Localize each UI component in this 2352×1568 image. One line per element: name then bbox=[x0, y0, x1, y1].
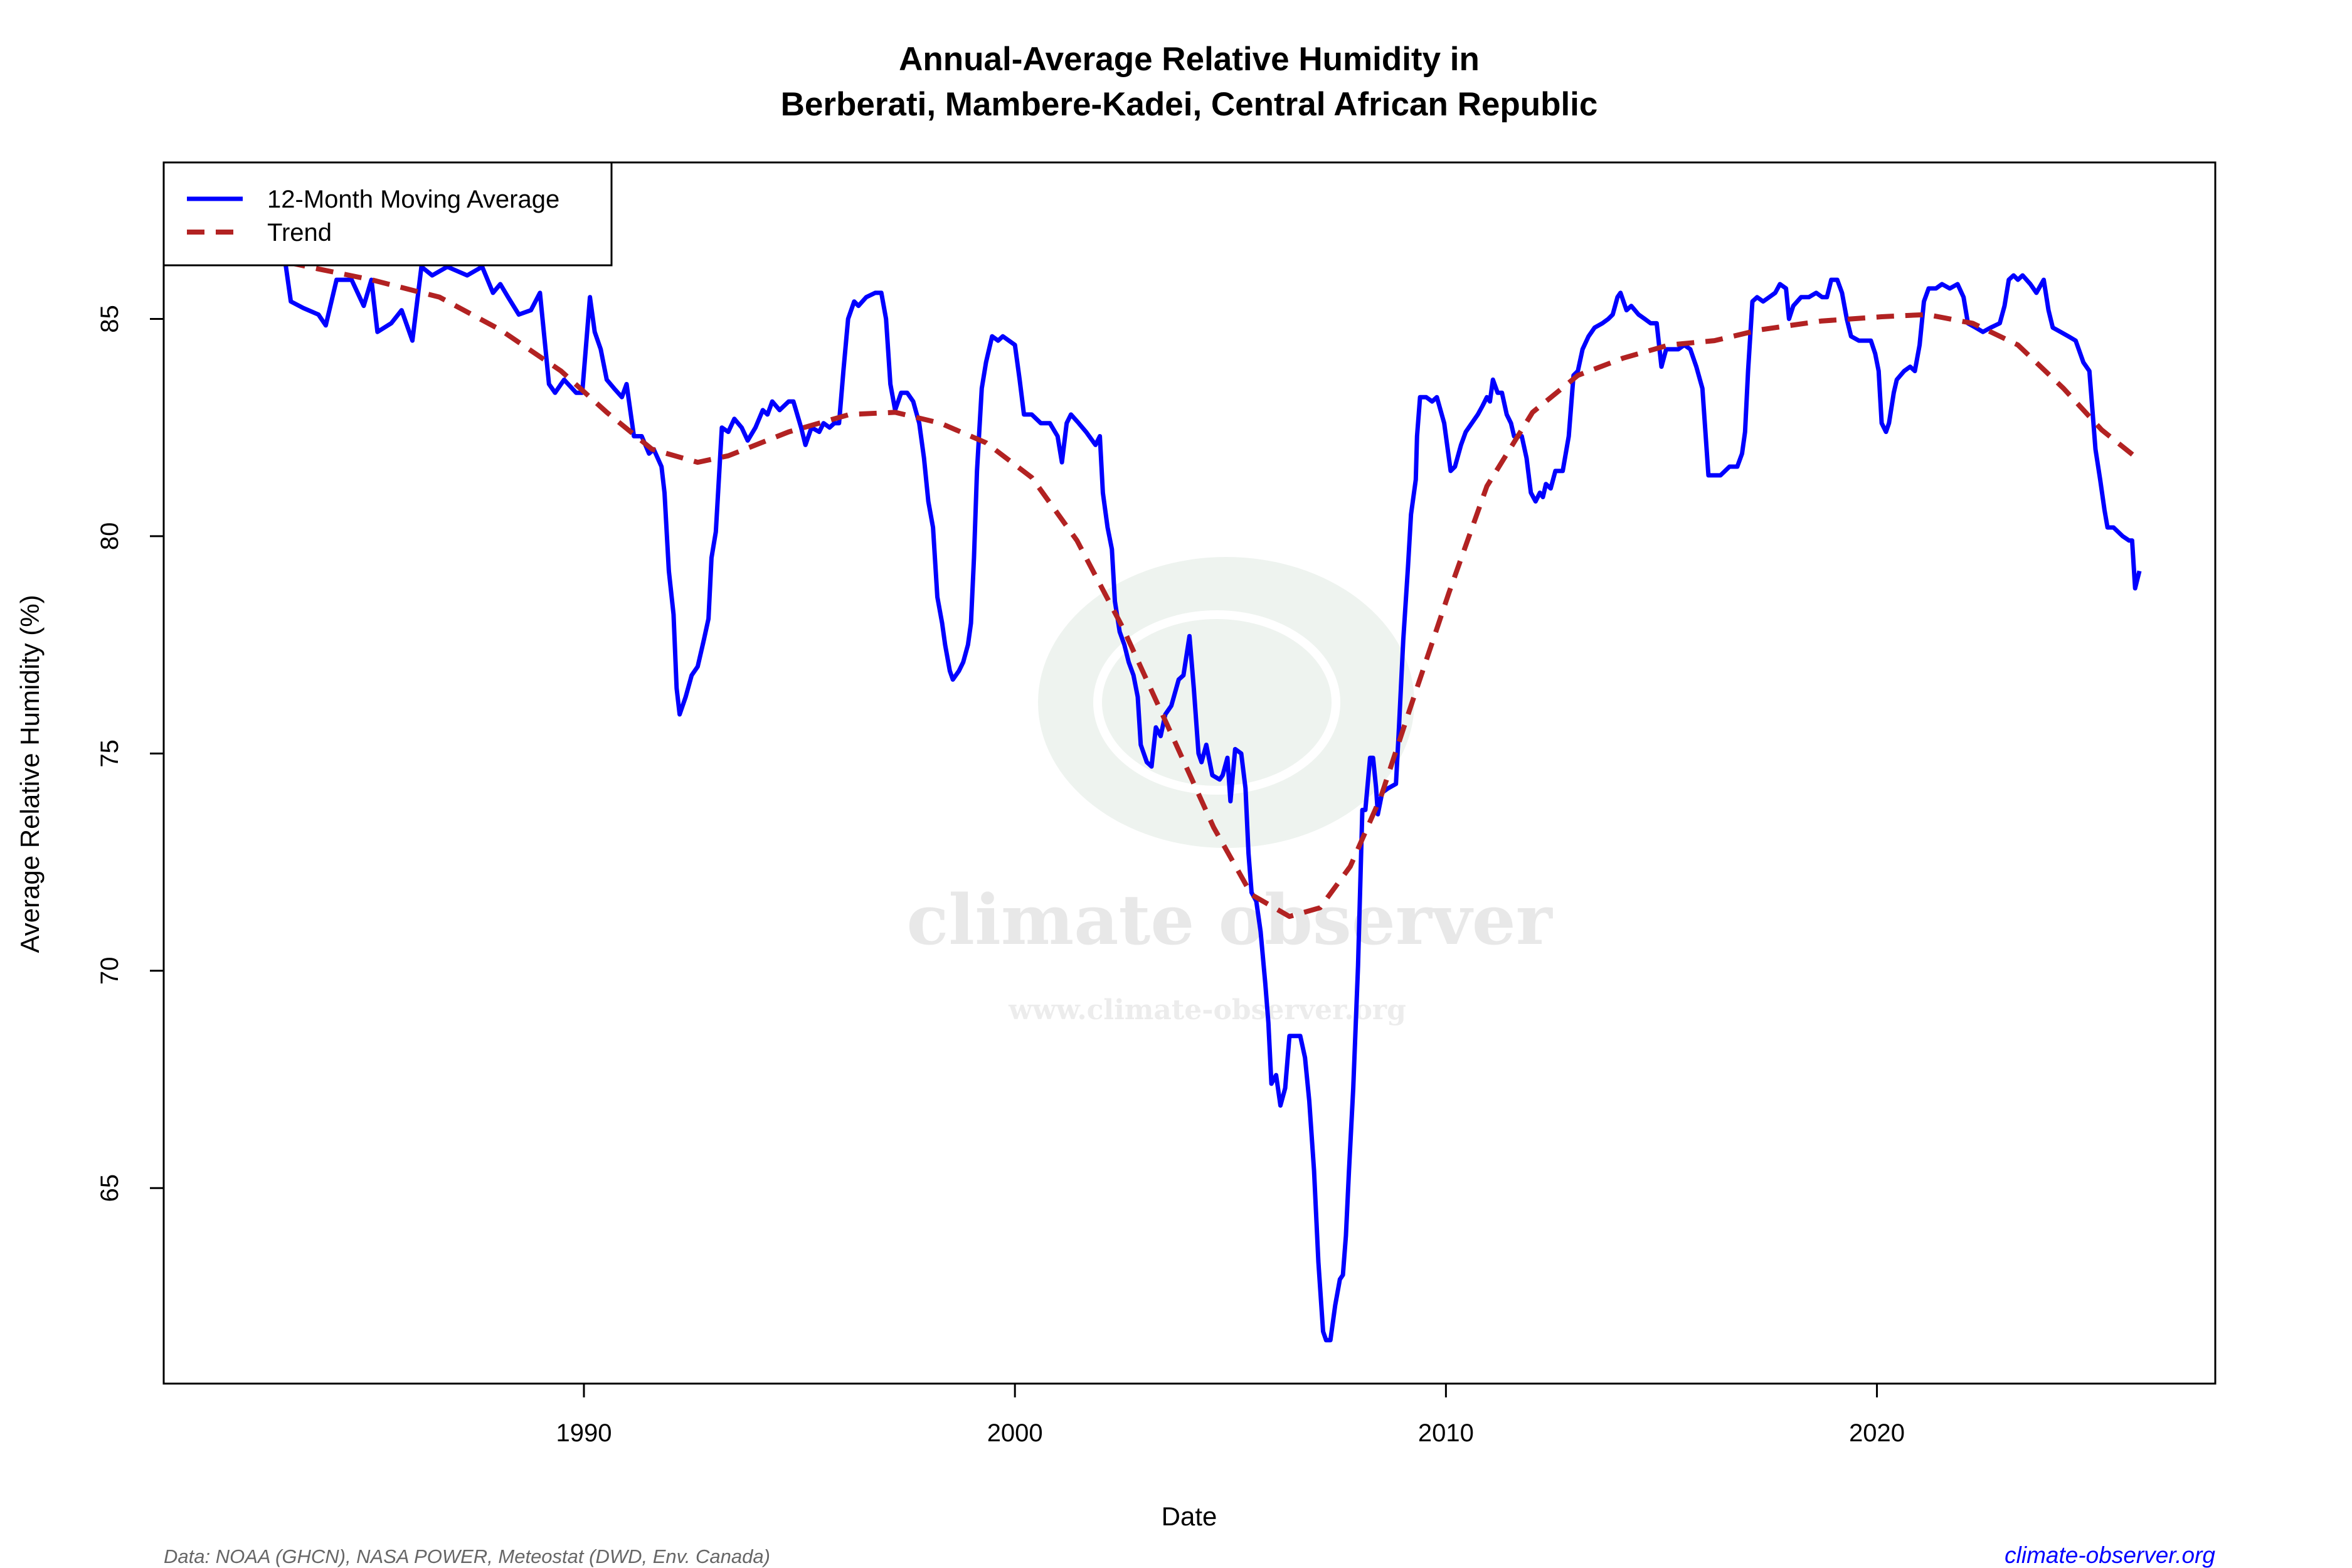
x-axis: 1990 2000 2010 2020 bbox=[556, 1384, 1905, 1447]
y-tick-label: 70 bbox=[96, 957, 124, 985]
chart-title: Annual-Average Relative Humidity in bbox=[899, 41, 1480, 78]
y-tick-label: 85 bbox=[96, 305, 124, 333]
chart-subtitle: Berberati, Mambere-Kadei, Central Africa… bbox=[781, 86, 1598, 123]
legend-box bbox=[162, 161, 613, 267]
series-line-trend bbox=[287, 260, 2141, 919]
x-tick-label: 2010 bbox=[1418, 1419, 1474, 1447]
legend: 12-Month Moving Average Trend bbox=[162, 161, 613, 267]
footer-source: Data: NOAA (GHCN), NASA POWER, Meteostat… bbox=[164, 1545, 770, 1567]
watermark-globe-icon bbox=[1093, 610, 1340, 795]
plot-lines bbox=[281, 249, 2142, 1343]
y-tick-label: 80 bbox=[96, 522, 124, 551]
plot-frame bbox=[162, 161, 2217, 1385]
x-tick-label: 2000 bbox=[987, 1419, 1043, 1447]
legend-label-moving-average: 12-Month Moving Average bbox=[267, 186, 559, 213]
watermark-logo-icon bbox=[1038, 557, 1414, 848]
watermark-url: www.climate-observer.org bbox=[1008, 994, 1406, 1026]
footer-site-link[interactable]: climate-observer.org bbox=[2005, 1542, 2215, 1568]
x-tick-label: 2020 bbox=[1849, 1419, 1905, 1447]
legend-label-trend: Trend bbox=[267, 219, 332, 246]
x-tick-label: 1990 bbox=[556, 1419, 612, 1447]
y-axis-label: Average Relative Humidity (%) bbox=[15, 595, 45, 953]
y-tick-label: 75 bbox=[96, 739, 124, 768]
watermark: climate observer www.climate-observer.or… bbox=[906, 557, 1554, 1026]
series-line-moving-average bbox=[281, 249, 2142, 1343]
y-axis: 65 70 75 80 85 bbox=[96, 305, 164, 1202]
y-tick-label: 65 bbox=[96, 1174, 124, 1202]
x-axis-label: Date bbox=[1162, 1502, 1217, 1531]
watermark-name: climate observer bbox=[906, 879, 1553, 960]
